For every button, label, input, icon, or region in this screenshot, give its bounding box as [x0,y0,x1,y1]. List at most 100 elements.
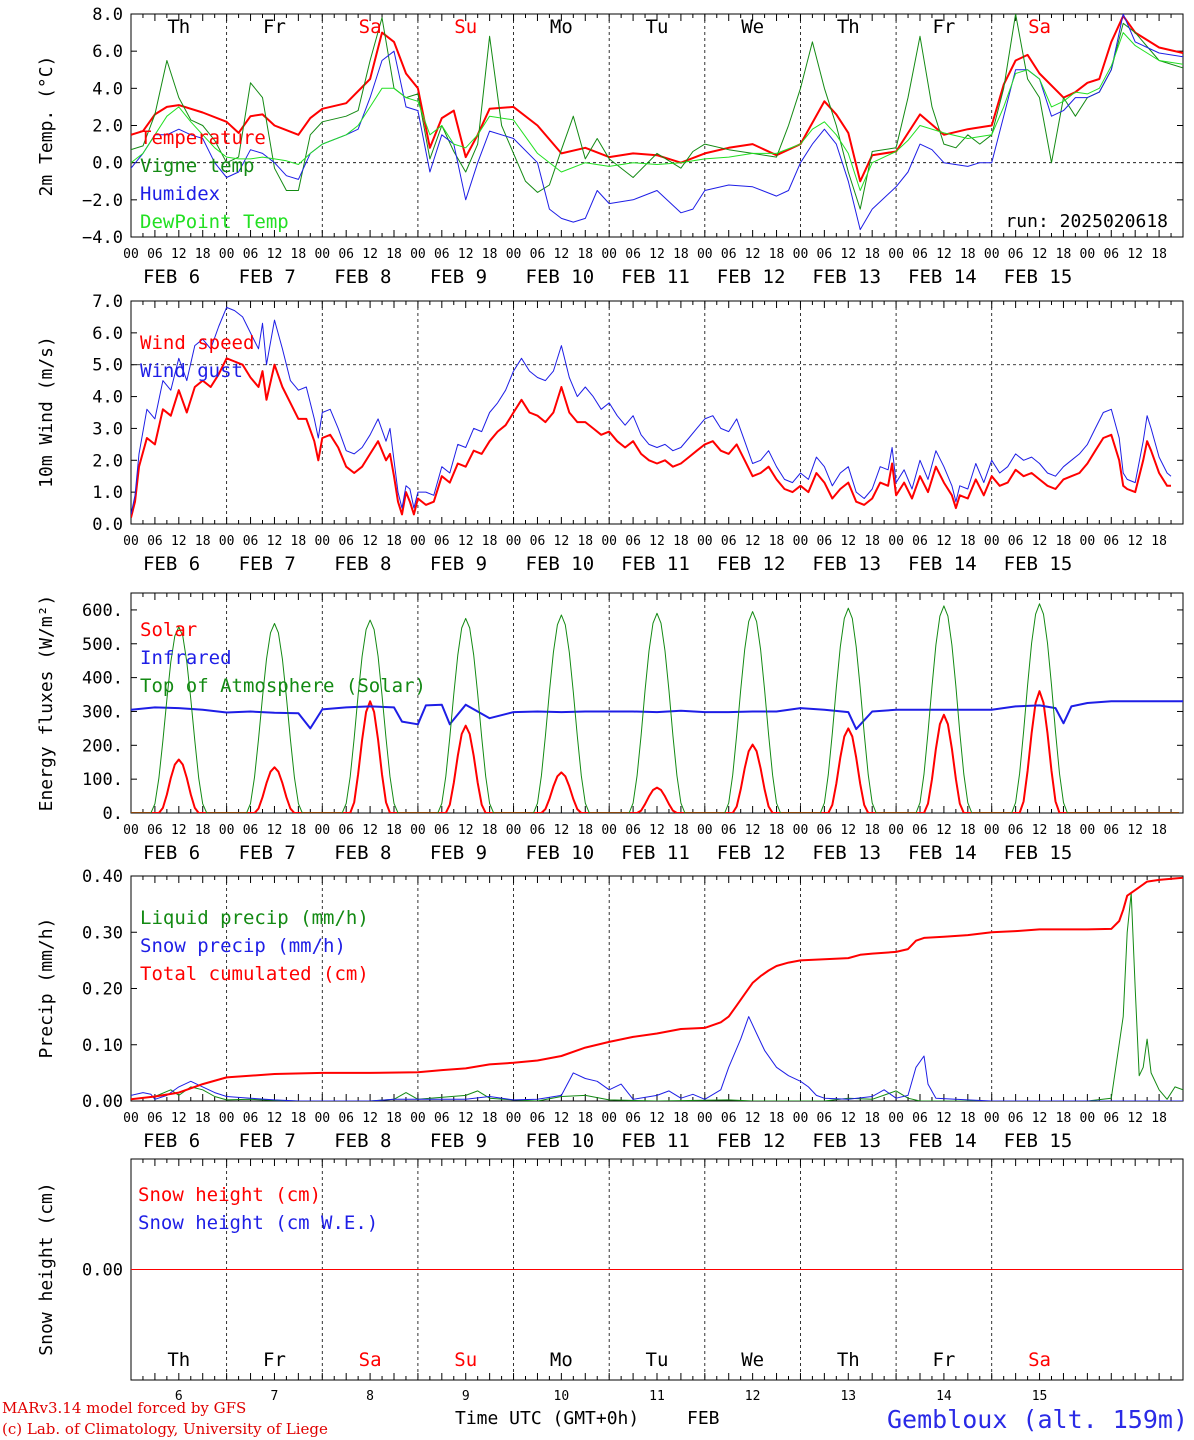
hour-tick-label: 06 [721,534,737,549]
hour-tick-label: 06 [625,247,641,262]
day-name-top: Mo [550,16,573,38]
bottom-date-label: 13 [840,1389,856,1404]
hour-tick-label: 00 [506,823,522,838]
hour-tick-label: 12 [554,247,570,262]
hour-tick-label: 18 [960,823,976,838]
hour-tick-label: 12 [362,534,378,549]
hour-tick-label: 00 [793,823,809,838]
hour-tick-label: 00 [697,823,713,838]
y-tick-label: 5.0 [92,356,123,376]
series-line [131,357,1171,518]
y-tick-label: 0.10 [82,1036,123,1056]
hour-tick-label: 18 [864,534,880,549]
day-name-bottom: Th [837,1349,860,1371]
hour-tick-label: 18 [960,1111,976,1126]
panel-3: 600. 500. 400. 300. 200. 100. 0. Energy fluxes … [36,592,1184,864]
hour-tick-label: 18 [864,823,880,838]
hour-tick-label: 06 [721,1111,737,1126]
hour-tick-label: 06 [1103,823,1119,838]
hour-tick-label: 00 [123,534,139,549]
legend-entry: Vigne temp [140,155,254,177]
hour-tick-label: 00 [1080,534,1096,549]
hour-tick-label: 00 [314,247,330,262]
y-tick-label: 500. [82,635,123,655]
hour-tick-label: 06 [817,247,833,262]
hour-tick-label: 12 [936,534,952,549]
date-label: FEB 11 [621,1130,690,1152]
hour-tick-label: 00 [793,247,809,262]
hour-tick-label: 12 [1032,247,1048,262]
plot-frame [130,13,1184,238]
y-axis-label: 10m Wind (m/s) [36,336,57,488]
y-tick-label: 6.0 [92,42,123,62]
legend-entry: Total cumulated (cm) [140,963,369,985]
hour-tick-label: 06 [912,823,928,838]
hour-tick-label: 18 [195,247,211,262]
hour-tick-label: 18 [195,823,211,838]
hour-tick-label: 00 [601,823,617,838]
x-axis-label: Time UTC (GMT+0h) [455,1408,639,1429]
hour-tick-label: 00 [506,1111,522,1126]
day-name-top: Sa [1028,16,1051,38]
hour-tick-label: 18 [482,247,498,262]
hour-tick-label: 18 [482,1111,498,1126]
hour-tick-label: 06 [1008,1111,1024,1126]
y-tick-label: 0.00 [82,1261,123,1281]
hour-tick-label: 00 [697,247,713,262]
hour-tick-label: 12 [649,534,665,549]
hour-tick-label: 00 [888,247,904,262]
hour-tick-label: 18 [291,247,307,262]
bottom-date-label: 11 [649,1389,665,1404]
hour-tick-label: 18 [769,534,785,549]
hour-tick-label: 12 [1032,1111,1048,1126]
panel-1: 8.0 6.0 4.0 2.0 0.0 −2.0 −4.0 2m Temp. (°C) 00 06… [36,5,1184,288]
hour-tick-label: 12 [745,823,761,838]
plot-frame [130,300,1184,525]
y-tick-label: 200. [82,736,123,756]
hour-tick-label: 18 [1151,247,1167,262]
y-axis-label: 2m Temp. (°C) [36,56,57,197]
y-tick-label: 0.0 [92,515,123,535]
panel-4: 0.40 0.30 0.20 0.10 0.00 Precip (mm/h) 00 06 12 1… [36,867,1184,1152]
y-tick-label: 2.0 [92,451,123,471]
hour-tick-label: 12 [362,1111,378,1126]
hour-tick-label: 18 [482,823,498,838]
day-name-bottom: Tu [646,1349,669,1371]
hour-tick-label: 12 [267,534,283,549]
y-tick-label: 7.0 [92,292,123,312]
hour-tick-label: 00 [219,247,235,262]
date-label: FEB 13 [812,266,881,288]
hour-tick-label: 18 [1151,823,1167,838]
hour-tick-label: 18 [577,823,593,838]
series-line [131,14,1183,210]
date-label: FEB 12 [717,1130,786,1152]
hour-tick-label: 12 [267,823,283,838]
series-line [131,32,1183,191]
hour-tick-label: 00 [984,534,1000,549]
hour-tick-label: 06 [530,1111,546,1126]
date-label: FEB 10 [526,266,595,288]
date-label: FEB 12 [717,842,786,864]
hour-tick-label: 18 [673,1111,689,1126]
hour-tick-label: 06 [1008,823,1024,838]
hour-tick-label: 00 [506,534,522,549]
day-name-top: Tu [646,16,669,38]
hour-tick-label: 00 [984,823,1000,838]
hour-tick-label: 06 [338,534,354,549]
hour-tick-label: 00 [314,823,330,838]
y-tick-label: 0.40 [82,867,123,887]
hour-tick-label: 12 [458,1111,474,1126]
hour-tick-label: 12 [649,247,665,262]
day-name-bottom: We [741,1349,764,1371]
bottom-date-label: 15 [1032,1389,1048,1404]
date-label: FEB 14 [908,553,977,575]
bottom-date-label: 6 [175,1389,183,1404]
hour-tick-label: 12 [1127,1111,1143,1126]
legend-entry: Liquid precip (mm/h) [140,907,369,929]
hour-tick-label: 12 [745,247,761,262]
hour-tick-label: 00 [1080,1111,1096,1126]
day-name-top: Th [167,16,190,38]
y-tick-label: 0. [103,804,123,824]
hour-tick-label: 18 [291,534,307,549]
hour-tick-label: 12 [1127,823,1143,838]
